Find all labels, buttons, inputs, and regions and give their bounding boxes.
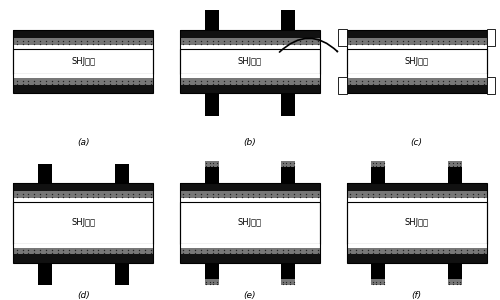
Bar bbox=[114, 164, 129, 183]
Bar bbox=[371, 279, 386, 285]
Bar bbox=[204, 160, 219, 166]
Bar bbox=[180, 49, 320, 74]
Text: SHJ衬底: SHJ衬底 bbox=[72, 218, 96, 227]
Bar bbox=[346, 74, 486, 78]
Bar bbox=[486, 77, 495, 94]
Bar bbox=[346, 248, 486, 254]
Bar bbox=[281, 167, 295, 183]
Bar bbox=[38, 164, 52, 183]
Text: (e): (e) bbox=[244, 291, 256, 300]
Bar bbox=[14, 49, 153, 74]
Bar bbox=[14, 85, 153, 93]
Bar bbox=[338, 29, 346, 46]
Bar bbox=[346, 78, 486, 85]
Bar bbox=[371, 262, 386, 279]
Bar bbox=[14, 38, 153, 45]
Bar bbox=[346, 198, 486, 202]
Bar bbox=[346, 202, 486, 244]
Text: (b): (b) bbox=[244, 138, 256, 147]
Bar bbox=[180, 78, 320, 85]
Bar bbox=[448, 262, 462, 279]
Bar bbox=[180, 183, 320, 191]
Bar bbox=[346, 49, 486, 74]
Bar bbox=[346, 183, 486, 191]
Bar bbox=[14, 183, 153, 262]
Bar bbox=[180, 254, 320, 262]
Bar bbox=[180, 191, 320, 198]
Bar bbox=[180, 85, 320, 93]
Bar bbox=[346, 38, 486, 45]
Text: (c): (c) bbox=[410, 138, 422, 147]
Bar bbox=[204, 167, 219, 183]
Bar bbox=[14, 78, 153, 85]
Bar bbox=[14, 45, 153, 49]
Bar bbox=[180, 244, 320, 248]
Bar bbox=[346, 254, 486, 262]
Text: SHJ衬底: SHJ衬底 bbox=[238, 218, 262, 227]
Text: SHJ衬底: SHJ衬底 bbox=[404, 57, 428, 66]
Bar bbox=[14, 198, 153, 202]
Bar bbox=[281, 93, 295, 116]
Bar bbox=[346, 183, 486, 262]
Bar bbox=[338, 77, 346, 94]
Bar bbox=[486, 29, 495, 46]
Bar bbox=[14, 30, 153, 93]
Bar bbox=[180, 198, 320, 202]
Bar bbox=[346, 191, 486, 198]
Text: (f): (f) bbox=[412, 291, 422, 300]
Bar bbox=[14, 74, 153, 78]
Bar bbox=[371, 160, 386, 166]
Bar bbox=[204, 262, 219, 279]
Bar bbox=[448, 160, 462, 166]
Bar bbox=[204, 93, 219, 116]
Text: SHJ衬底: SHJ衬底 bbox=[404, 218, 428, 227]
Bar bbox=[281, 11, 295, 30]
Bar bbox=[38, 262, 52, 285]
Bar bbox=[281, 262, 295, 279]
Bar bbox=[14, 254, 153, 262]
Bar bbox=[281, 160, 295, 166]
Bar bbox=[346, 244, 486, 248]
Bar bbox=[346, 30, 486, 38]
Text: (d): (d) bbox=[77, 291, 90, 300]
Bar bbox=[346, 85, 486, 93]
Bar bbox=[180, 183, 320, 262]
Bar bbox=[448, 279, 462, 285]
Bar bbox=[180, 74, 320, 78]
Bar bbox=[14, 30, 153, 38]
Bar bbox=[180, 45, 320, 49]
Bar bbox=[14, 202, 153, 244]
Bar bbox=[204, 11, 219, 30]
Bar bbox=[114, 262, 129, 285]
Bar bbox=[14, 248, 153, 254]
Bar bbox=[180, 202, 320, 244]
Bar bbox=[180, 38, 320, 45]
Bar bbox=[346, 30, 486, 93]
Text: SHJ衬底: SHJ衬底 bbox=[238, 57, 262, 66]
Bar bbox=[14, 244, 153, 248]
Text: SHJ衬底: SHJ衬底 bbox=[72, 57, 96, 66]
Bar bbox=[281, 279, 295, 285]
Bar bbox=[204, 279, 219, 285]
Bar bbox=[180, 30, 320, 38]
Bar bbox=[14, 183, 153, 191]
Bar bbox=[180, 30, 320, 93]
Bar bbox=[371, 167, 386, 183]
Bar bbox=[14, 191, 153, 198]
Bar bbox=[180, 248, 320, 254]
Bar bbox=[448, 167, 462, 183]
Text: (a): (a) bbox=[77, 138, 90, 147]
Bar bbox=[346, 45, 486, 49]
